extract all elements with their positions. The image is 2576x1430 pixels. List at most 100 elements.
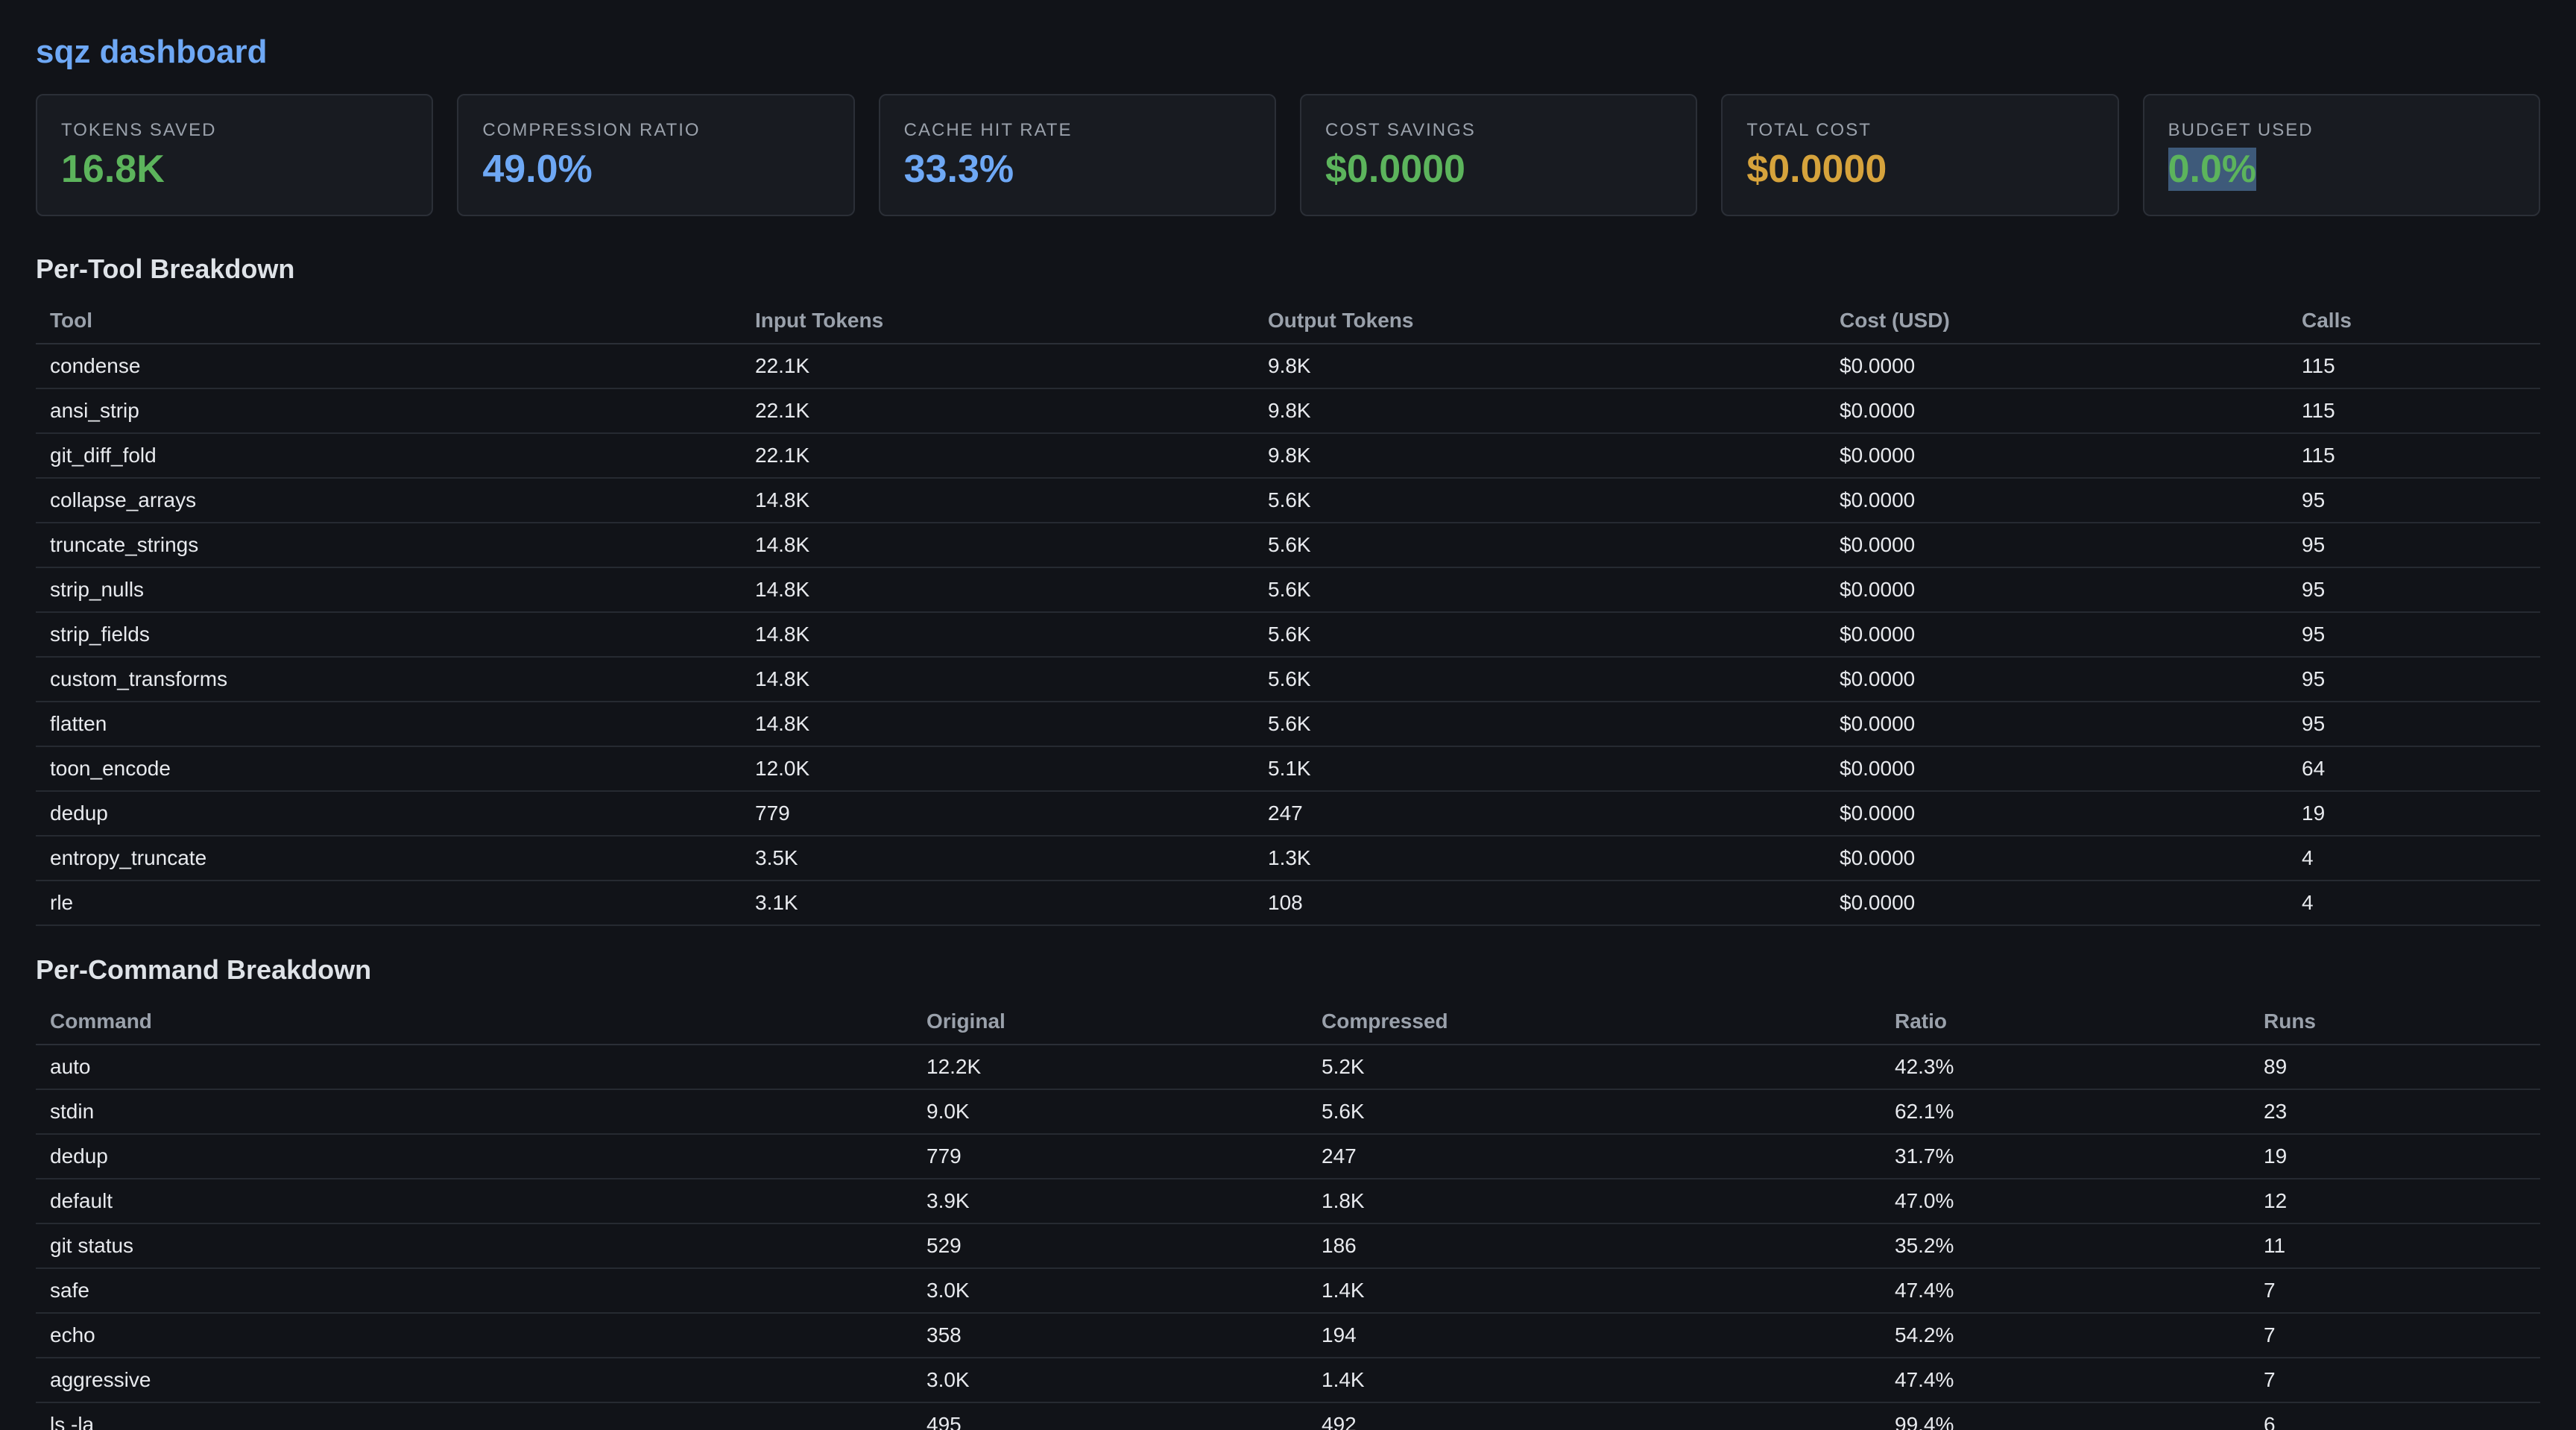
per-tool-cell: 22.1K [741,433,1254,479]
per-tool-cell: $0.0000 [1825,567,2288,613]
table-row: git_diff_fold 22.1K 9.8K $0.0000 115 [36,433,2540,479]
per-command-table: Command Original Compressed Ratio Runs auto 1… [36,999,2540,1430]
per-tool-cell: $0.0000 [1825,478,2288,523]
per-tool-cell: 95 [2288,478,2540,523]
per-tool-column-header: Cost (USD) [1825,298,2288,344]
per-tool-cell: strip_nulls [36,567,741,613]
stat-card-cache-hit-rate: CACHE HIT RATE 33.3% [878,94,1276,216]
stat-card-label: COST SAVINGS [1325,120,1476,140]
per-command-cell: 99.4% [1881,1402,2250,1430]
per-command-column-header: Original [912,999,1307,1045]
stat-card-value-text: $0.0000 [1746,148,1887,191]
per-tool-cell: $0.0000 [1825,612,2288,658]
per-tool-cell: $0.0000 [1825,523,2288,568]
per-tool-cell: 95 [2288,523,2540,568]
per-tool-cell: 9.8K [1254,433,1825,479]
per-command-cell: 6 [2250,1402,2540,1430]
per-command-cell: 9.0K [912,1089,1307,1135]
table-row: condense 22.1K 9.8K $0.0000 115 [36,344,2540,389]
per-tool-column-header: Tool [36,298,741,344]
per-tool-cell: condense [36,344,741,389]
per-tool-cell: dedup [36,791,741,837]
table-row: strip_fields 14.8K 5.6K $0.0000 95 [36,612,2540,658]
app-title: sqz dashboard [36,34,268,70]
per-tool-cell: 5.6K [1254,567,1825,613]
table-row: ls -la 495 492 99.4% 6 [36,1402,2540,1430]
per-tool-cell: 14.8K [741,657,1254,702]
per-command-cell: git status [36,1223,912,1269]
per-tool-cell: 22.1K [741,388,1254,434]
per-tool-cell: $0.0000 [1825,836,2288,881]
table-row: collapse_arrays 14.8K 5.6K $0.0000 95 [36,478,2540,523]
per-tool-cell: 14.8K [741,523,1254,568]
table-row: git status 529 186 35.2% 11 [36,1223,2540,1269]
table-row: aggressive 3.0K 1.4K 47.4% 7 [36,1358,2540,1403]
per-command-cell: 35.2% [1881,1223,2250,1269]
per-tool-cell: 779 [741,791,1254,837]
table-row: flatten 14.8K 5.6K $0.0000 95 [36,702,2540,747]
per-command-cell: dedup [36,1134,912,1179]
per-tool-cell: 5.6K [1254,657,1825,702]
per-command-cell: 5.6K [1307,1089,1881,1135]
stat-card-label: CACHE HIT RATE [903,120,1073,140]
per-command-cell: 1.8K [1307,1179,1881,1224]
per-tool-cell: 95 [2288,612,2540,658]
per-tool-cell: 19 [2288,791,2540,837]
per-command-table-body: auto 12.2K 5.2K 42.3% 89 stdin 9.0K 5.6K 62.1% 23… [36,1045,2540,1430]
per-tool-section: Per-Tool Breakdown Tool Input Tokens Outpu… [36,251,2540,926]
per-tool-cell: 5.1K [1254,746,1825,792]
per-tool-cell: 14.8K [741,612,1254,658]
per-tool-cell: 9.8K [1254,344,1825,389]
table-row: truncate_strings 14.8K 5.6K $0.0000 95 [36,523,2540,568]
per-command-cell: 47.4% [1881,1358,2250,1403]
stat-card-value-text: 49.0% [482,148,593,191]
stat-card-tokens-saved: TOKENS SAVED 16.8K [36,94,434,216]
per-command-cell: 779 [912,1134,1307,1179]
per-command-cell: 42.3% [1881,1045,2250,1090]
table-row: stdin 9.0K 5.6K 62.1% 23 [36,1089,2540,1135]
per-command-cell: 12 [2250,1179,2540,1224]
per-tool-cell: 14.8K [741,702,1254,747]
per-tool-cell: 12.0K [741,746,1254,792]
per-command-cell: aggressive [36,1358,912,1403]
per-command-cell: auto [36,1045,912,1090]
per-tool-header-row: Tool Input Tokens Output Tokens Cost (USD) C… [36,298,2540,344]
per-command-cell: 1.4K [1307,1358,1881,1403]
per-tool-cell: 14.8K [741,478,1254,523]
table-row: auto 12.2K 5.2K 42.3% 89 [36,1045,2540,1090]
per-command-cell: 12.2K [912,1045,1307,1090]
stat-card-total-cost: TOTAL COST $0.0000 [1721,94,2119,216]
per-command-cell: 495 [912,1402,1307,1430]
stat-card-value: 33.3% [904,146,1251,192]
per-tool-cell: flatten [36,702,741,747]
per-command-cell: 47.4% [1881,1268,2250,1314]
per-tool-cell: $0.0000 [1825,791,2288,837]
per-tool-cell: 95 [2288,702,2540,747]
per-tool-cell: strip_fields [36,612,741,658]
per-command-cell: echo [36,1313,912,1358]
stat-card-value-text: $0.0000 [1325,148,1465,191]
per-tool-cell: 5.6K [1254,612,1825,658]
stat-card-value: 0.0% [2168,146,2515,192]
stat-card-value: 49.0% [482,146,829,192]
stat-card-compression-ratio: COMPRESSION RATIO 49.0% [457,94,855,216]
per-command-cell: 529 [912,1223,1307,1269]
per-tool-cell: 64 [2288,746,2540,792]
stat-card-label: COMPRESSION RATIO [482,120,701,140]
per-tool-cell: 5.6K [1254,523,1825,568]
per-command-cell: 186 [1307,1223,1881,1269]
stat-card-label: TOTAL COST [1746,120,1872,140]
stat-card-value-text: 33.3% [903,148,1014,191]
per-command-cell: 194 [1307,1313,1881,1358]
per-command-column-header: Ratio [1881,999,2250,1045]
stat-card-value: $0.0000 [1325,146,1672,192]
per-tool-cell: 95 [2288,567,2540,613]
per-tool-cell: 22.1K [741,344,1254,389]
per-command-cell: 247 [1307,1134,1881,1179]
per-command-cell: 7 [2250,1268,2540,1314]
per-tool-cell: $0.0000 [1825,746,2288,792]
per-command-header-row: Command Original Compressed Ratio Runs [36,999,2540,1045]
per-command-cell: 7 [2250,1358,2540,1403]
stat-card-value: $0.0000 [1746,146,2093,192]
